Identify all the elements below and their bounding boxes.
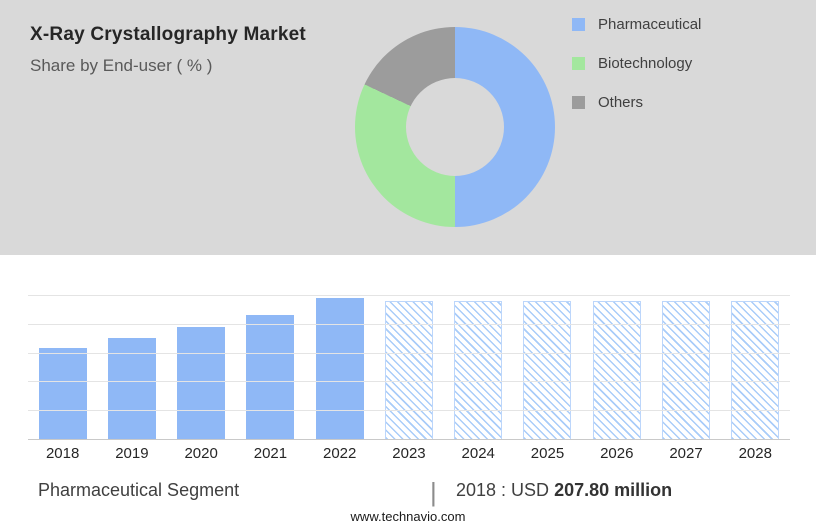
- bar-slot-2021: [236, 295, 305, 439]
- bar-2022: [315, 297, 364, 439]
- bars-row: [28, 295, 790, 439]
- legend-item-pharmaceutical: Pharmaceutical: [572, 15, 702, 33]
- legend-item-others: Others: [572, 93, 701, 111]
- forecast-bar-2027: [662, 300, 711, 439]
- bar-slot-2024: [444, 295, 513, 439]
- forecast-bar-2025: [523, 300, 572, 439]
- x-axis-labels: 2018 2019 2020 2021 2022 2023 2024 2025 2026 2027…: [28, 445, 790, 462]
- x-axis-label-2026: 2026: [600, 445, 634, 462]
- bar-2020: [177, 326, 226, 439]
- bar-slot-2023: [374, 295, 443, 439]
- forecast-bar-2023: [384, 300, 433, 439]
- footer-row: Pharmaceutical Segment: [38, 480, 239, 506]
- legend-swatch-icon: [572, 95, 585, 109]
- bar-slot-2027: [651, 295, 720, 439]
- bar-chart-section: 2018 2019 2020 2021 2022 2023 2024 2025 2026 2027…: [0, 255, 816, 528]
- x-axis-label-2019: 2019: [115, 445, 149, 462]
- legend-swatch-icon: [572, 56, 585, 70]
- gridline: [28, 410, 790, 412]
- x-axis-label-2018: 2018: [45, 445, 80, 462]
- legend-swatch-icon: [572, 17, 585, 31]
- footer-value: 2018 : USD 207.80 million: [456, 480, 672, 501]
- gridline: [28, 295, 790, 296]
- bar-2019: [107, 338, 156, 439]
- bar-2021: [246, 315, 295, 439]
- website-link: www.technavio.com: [350, 509, 466, 524]
- legend-label: Pharmaceutical: [598, 15, 702, 33]
- footer-value-bold: 207.80 million: [554, 480, 673, 500]
- legend-item-biotechnology: Biotechnology: [572, 54, 701, 72]
- x-axis-label-2022: 2022: [323, 445, 357, 462]
- donut-section: X-Ray Crystallography Market Share by En…: [0, 0, 816, 255]
- bar-slot-2025: [513, 295, 582, 439]
- forecast-bar-2026: [592, 300, 641, 439]
- legend-label: Others: [598, 93, 644, 111]
- bar-slot-2019: [97, 295, 166, 439]
- forecast-bar-2024: [454, 300, 503, 439]
- bar-chart-plot: [28, 295, 790, 440]
- donut-hole: [406, 78, 504, 176]
- title-block: X-Ray Crystallography Market Share by En…: [30, 24, 306, 76]
- footer-value-prefix: 2018 : USD: [456, 480, 555, 500]
- bar-slot-2026: [582, 295, 651, 439]
- x-axis-label-2021: 2021: [253, 445, 288, 462]
- x-axis-label-2023: 2023: [392, 445, 426, 462]
- x-axis-label-2025: 2025: [530, 445, 565, 462]
- bar-slot-2020: [167, 295, 236, 439]
- x-axis-label-2020: 2020: [184, 445, 218, 462]
- gridline: [28, 323, 790, 325]
- segment-label: Pharmaceutical Segment: [38, 480, 240, 500]
- bar-2018: [38, 348, 87, 439]
- x-axis-label-2028: 2028: [738, 445, 772, 462]
- bar-slot-2018: [28, 295, 97, 439]
- x-axis-label-2024: 2024: [461, 445, 495, 462]
- gridline: [28, 352, 790, 354]
- donut-chart-wrap: [355, 27, 555, 227]
- bar-slot-2022: [305, 295, 374, 439]
- forecast-bar-2028: [731, 300, 780, 439]
- footer-separator: |: [430, 477, 437, 507]
- page-title: X-Ray Crystallography Market: [30, 24, 306, 45]
- x-axis-label-2027: 2027: [669, 445, 703, 462]
- page-subtitle: Share by End-user ( % ): [30, 56, 213, 75]
- bar-slot-2028: [721, 295, 790, 439]
- legend-label: Biotechnology: [598, 54, 693, 72]
- gridline: [28, 381, 790, 383]
- legend: Pharmaceutical Biotechnology Others: [572, 16, 701, 133]
